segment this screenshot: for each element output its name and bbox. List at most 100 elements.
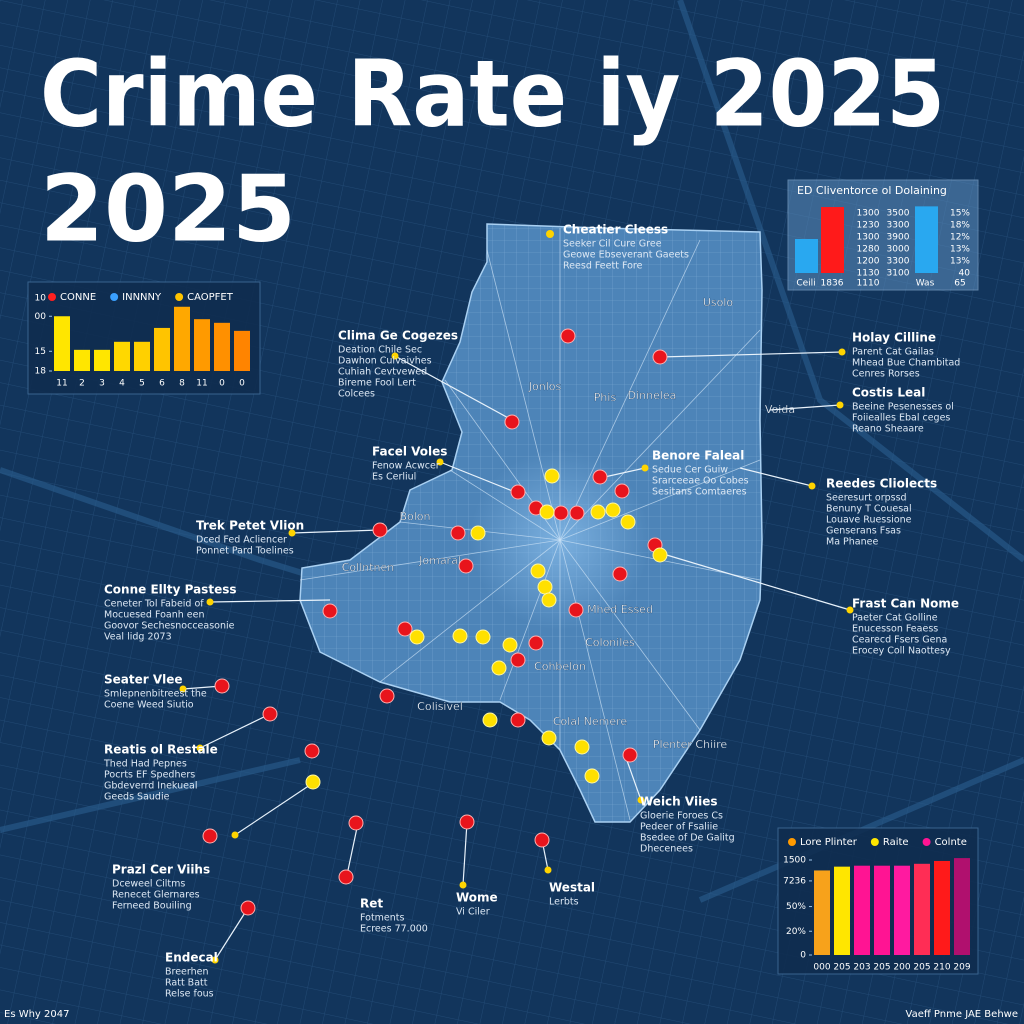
bar bbox=[834, 866, 850, 955]
y-tick-label: 0 bbox=[800, 951, 806, 961]
bar bbox=[174, 306, 190, 371]
callout-text: Fenow Acwcer bbox=[372, 461, 440, 472]
callout-text: Seeresurt orpssd bbox=[826, 493, 907, 504]
roads bbox=[299, 228, 761, 821]
callout-text: Paeter Cat Golline bbox=[852, 613, 938, 624]
callout-text: Dced Fed Acliencer bbox=[196, 535, 287, 546]
callout-text: Pedeer of Fsaliie bbox=[640, 822, 718, 833]
road bbox=[299, 539, 561, 581]
incident-dot bbox=[322, 603, 338, 619]
callout-text: Mhead Bue Chambitad bbox=[852, 358, 960, 369]
y-tick-label: 18 bbox=[35, 367, 47, 377]
y-tick-label: 20% bbox=[786, 927, 806, 937]
incident-dot bbox=[379, 688, 395, 704]
bar bbox=[954, 858, 970, 955]
incident-dot bbox=[534, 832, 550, 848]
highways bbox=[0, 0, 1024, 903]
table-cell: 1300 bbox=[857, 233, 880, 243]
incident-dot bbox=[574, 739, 590, 755]
incident-dot bbox=[592, 469, 608, 485]
incident-dot bbox=[202, 828, 218, 844]
callout-text: Es Cerliul bbox=[372, 472, 416, 483]
callout-text: Cuhiah Cevtvewed bbox=[338, 367, 427, 378]
incident-dot bbox=[612, 566, 628, 582]
leader-line bbox=[462, 821, 468, 886]
road bbox=[486, 249, 561, 541]
callout-heading: Holay Cilline bbox=[852, 331, 936, 345]
bar bbox=[934, 860, 950, 955]
callout-text: Deation Chile Sec bbox=[338, 345, 422, 356]
bar bbox=[854, 865, 870, 955]
leader-lines bbox=[179, 230, 854, 964]
table-cell: 3100 bbox=[887, 269, 910, 279]
legend-swatch bbox=[175, 293, 184, 301]
leader-line bbox=[346, 822, 359, 876]
leader-line bbox=[769, 404, 841, 411]
map-label: Usolo bbox=[703, 296, 734, 309]
incident-dot bbox=[338, 869, 354, 885]
footer-text: Vaeff Pnme JAE Behwe bbox=[906, 1009, 1018, 1020]
bar bbox=[194, 319, 210, 371]
incident-dot bbox=[568, 602, 584, 618]
bar bbox=[214, 322, 230, 371]
bar bbox=[915, 206, 938, 273]
leader-end bbox=[288, 529, 296, 537]
road bbox=[559, 239, 701, 541]
map-label: Jomaral bbox=[418, 554, 461, 567]
legend-label: Raite bbox=[883, 837, 909, 848]
bar bbox=[94, 349, 110, 371]
table-cell: 3900 bbox=[887, 233, 910, 243]
road bbox=[559, 459, 761, 541]
incident-dot bbox=[459, 814, 475, 830]
bar bbox=[821, 207, 844, 273]
leader-end bbox=[179, 685, 187, 693]
incident-dot bbox=[409, 629, 425, 645]
incident-dot bbox=[652, 547, 668, 563]
incident-dot bbox=[397, 621, 413, 637]
incident-dot bbox=[372, 522, 388, 538]
table-cell: 18% bbox=[950, 221, 970, 231]
leader-end bbox=[838, 348, 846, 356]
table-cell: 3300 bbox=[887, 221, 910, 231]
callout-heading: Reatis ol Restale bbox=[104, 743, 218, 757]
map-label: Colisivel bbox=[417, 700, 463, 713]
leader-end bbox=[196, 744, 204, 752]
title-line: Crime Rate iy 2025 bbox=[40, 40, 945, 147]
callout-heading: Cheatier Cleess bbox=[563, 223, 668, 237]
map-label: Jonlos bbox=[528, 380, 562, 393]
incident-dot bbox=[482, 712, 498, 728]
incident-dot bbox=[560, 328, 576, 344]
incident-dot bbox=[622, 747, 638, 763]
incident-dot bbox=[553, 505, 569, 521]
leader-line bbox=[209, 599, 331, 603]
y-tick-label: 15 bbox=[35, 347, 46, 357]
table-cell: 40 bbox=[959, 269, 971, 279]
incident-dot bbox=[590, 504, 606, 520]
callout-text: Louave Ruessione bbox=[826, 515, 912, 526]
x-tick-label: 2 bbox=[79, 379, 85, 389]
legend-label: CAOPFET bbox=[187, 292, 234, 303]
panel-footer: 1110 bbox=[857, 279, 880, 289]
callout-text: Mocuesed Foanh een bbox=[104, 610, 204, 621]
incident-dot bbox=[530, 563, 546, 579]
leader-end bbox=[836, 401, 844, 409]
leader-end bbox=[211, 956, 219, 964]
callout-text: Lerbts bbox=[549, 897, 579, 908]
callout-heading: Prazl Cer Viihs bbox=[112, 863, 210, 877]
callout-text: Dhecenees bbox=[640, 844, 693, 855]
callout-text: Geowe Ebseverant Gaeets bbox=[563, 250, 689, 261]
x-tick-label: 200 bbox=[893, 963, 910, 973]
x-tick-label: 209 bbox=[953, 963, 970, 973]
callout-text: Thed Had Pepnes bbox=[103, 759, 187, 770]
incident-dot bbox=[510, 484, 526, 500]
callout-heading: Clima Ge Cogezes bbox=[338, 329, 458, 343]
callout-heading: Facel Voles bbox=[372, 445, 447, 459]
leader-line bbox=[291, 529, 381, 534]
incident-dot bbox=[304, 743, 320, 759]
chart-panel bbox=[787, 179, 979, 291]
map-label: Bolon bbox=[399, 510, 430, 523]
table-cell: 3500 bbox=[887, 209, 910, 219]
incident-dot bbox=[614, 483, 630, 499]
callout-text: Bsedee of De Galitg bbox=[640, 833, 735, 844]
callout-heading: Frast Can Nome bbox=[852, 597, 959, 611]
